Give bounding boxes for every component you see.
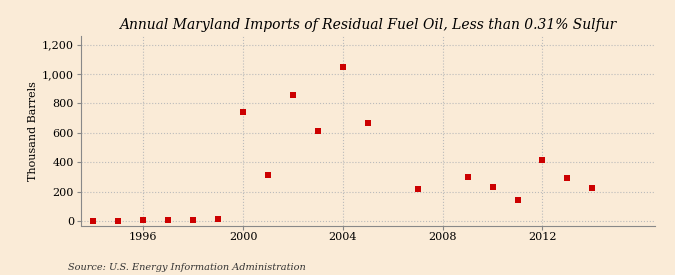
Title: Annual Maryland Imports of Residual Fuel Oil, Less than 0.31% Sulfur: Annual Maryland Imports of Residual Fuel… <box>119 18 616 32</box>
Point <box>188 218 198 222</box>
Y-axis label: Thousand Barrels: Thousand Barrels <box>28 81 38 181</box>
Text: Source: U.S. Energy Information Administration: Source: U.S. Energy Information Administ… <box>68 263 305 272</box>
Point <box>213 217 223 221</box>
Point <box>138 218 148 222</box>
Point <box>338 64 348 69</box>
Point <box>587 186 598 190</box>
Point <box>163 218 173 222</box>
Point <box>113 218 124 223</box>
Point <box>238 109 248 114</box>
Point <box>313 129 323 134</box>
Point <box>537 158 548 162</box>
Point <box>362 121 373 125</box>
Point <box>288 93 298 98</box>
Point <box>487 185 498 189</box>
Point <box>562 176 573 181</box>
Point <box>412 187 423 192</box>
Point <box>462 175 473 179</box>
Point <box>88 219 99 223</box>
Point <box>263 172 273 177</box>
Point <box>512 198 523 203</box>
